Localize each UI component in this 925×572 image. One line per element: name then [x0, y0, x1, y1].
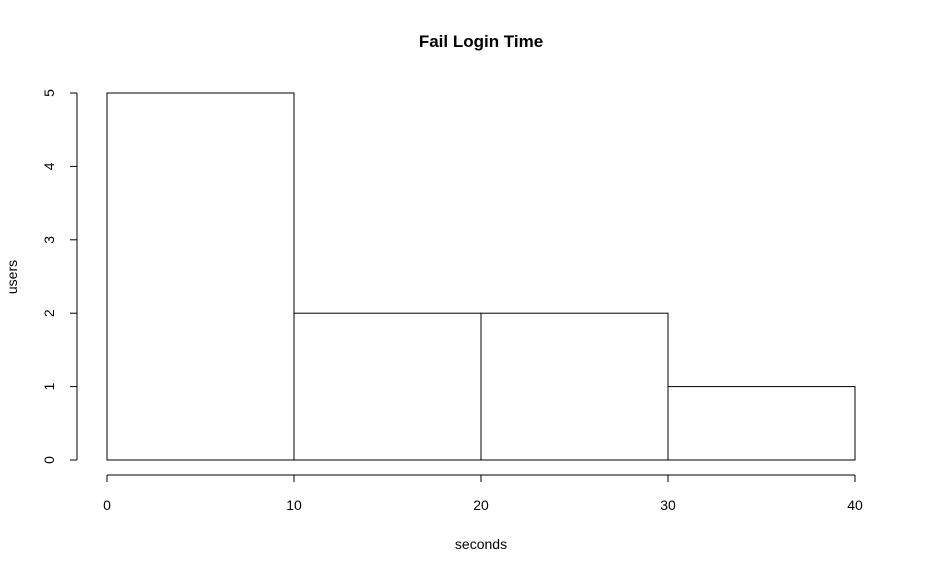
y-tick-label: 5	[41, 89, 57, 97]
bars-group	[106, 92, 856, 461]
x-axis: 0 10 20 30 40	[103, 474, 863, 513]
y-tick-label: 1	[41, 382, 57, 390]
x-tick-label: 10	[286, 497, 302, 513]
histogram-bar-2	[480, 312, 669, 461]
y-tick-label: 4	[41, 162, 57, 170]
y-tick-label: 0	[41, 456, 57, 464]
histogram-bar-3	[667, 386, 856, 461]
histogram-bar-0	[106, 92, 295, 461]
y-axis-label: users	[4, 260, 20, 294]
y-tick-label: 3	[41, 236, 57, 244]
y-axis: 0 1 2 3 4 5	[41, 89, 78, 464]
y-tick-label: 2	[41, 309, 57, 317]
chart-title: Fail Login Time	[419, 32, 543, 51]
x-tick-label: 0	[103, 497, 111, 513]
x-tick-label: 30	[660, 497, 676, 513]
histogram-bar-1	[293, 312, 482, 461]
x-tick-label: 40	[847, 497, 863, 513]
x-axis-label: seconds	[455, 536, 507, 552]
x-tick-label: 20	[473, 497, 489, 513]
